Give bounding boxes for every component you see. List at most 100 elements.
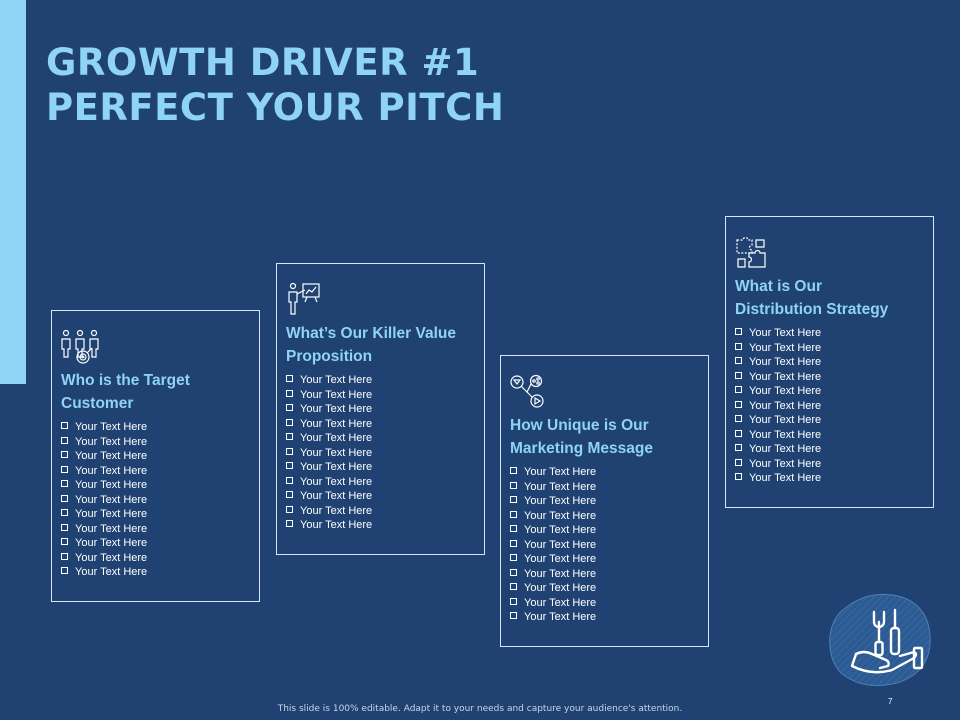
checkbox-bullet-icon <box>510 467 517 474</box>
list-item: Your Text Here <box>735 370 929 385</box>
card-title: Who is the Target Customer <box>61 369 253 415</box>
list-item: Your Text Here <box>735 428 929 443</box>
checkbox-bullet-icon <box>735 371 742 379</box>
list-item-text: Your Text Here <box>75 566 148 578</box>
list-item-text: Your Text Here <box>524 466 597 478</box>
list-item: Your Text Here <box>510 538 704 553</box>
checkbox-bullet-icon <box>61 480 68 487</box>
list-item-text: Your Text Here <box>300 388 373 401</box>
checkbox-bullet-icon <box>61 494 68 502</box>
list-item-text: Your Text Here <box>524 596 597 609</box>
list-item: Your Text Here <box>510 494 704 509</box>
card-distribution-strategy: What is Our Distribution Strategy Your T… <box>725 216 934 508</box>
list-item-text: Your Text Here <box>300 504 373 517</box>
list-item: Your Text Here <box>61 522 255 537</box>
list-item-text: Your Text Here <box>524 567 597 580</box>
list-item: Your Text Here <box>286 402 480 417</box>
slide-title: GROWTH DRIVER #1 PERFECT YOUR PITCH <box>46 40 504 130</box>
list-item: Your Text Here <box>61 478 255 493</box>
checkbox-bullet-icon <box>286 491 293 498</box>
checkbox-bullet-icon <box>286 375 293 382</box>
list-item-text: Your Text Here <box>75 479 148 491</box>
checkbox-bullet-icon <box>286 389 293 397</box>
card-title: What’s Our Killer Value Proposition <box>286 322 478 368</box>
list-item: Your Text Here <box>286 460 480 475</box>
list-item-text: Your Text Here <box>300 519 373 531</box>
list-item-text: Your Text Here <box>300 417 373 430</box>
tools-hand-icon <box>826 588 936 693</box>
checkbox-bullet-icon <box>61 538 68 545</box>
list-item-text: Your Text Here <box>749 356 822 368</box>
list-item-text: Your Text Here <box>524 611 597 623</box>
list-item-text: Your Text Here <box>300 374 373 386</box>
page-number: 7 <box>888 697 893 706</box>
checkbox-bullet-icon <box>510 539 517 547</box>
list-item: Your Text Here <box>510 523 704 538</box>
card-list: Your Text Here Your Text Here Your Text … <box>510 465 704 625</box>
card-list: Your Text Here Your Text Here Your Text … <box>286 373 480 533</box>
list-item-text: Your Text Here <box>749 370 822 383</box>
list-item: Your Text Here <box>735 355 929 370</box>
card-value-proposition: What’s Our Killer Value Proposition Your… <box>276 263 485 555</box>
list-item-text: Your Text Here <box>300 475 373 488</box>
checkbox-bullet-icon <box>735 458 742 466</box>
list-item: Your Text Here <box>286 431 480 446</box>
presenter-board-icon <box>285 282 321 323</box>
checkbox-bullet-icon <box>735 429 742 437</box>
list-item-text: Your Text Here <box>75 551 148 564</box>
list-item-text: Your Text Here <box>749 414 822 426</box>
list-item: Your Text Here <box>735 399 929 414</box>
list-item: Your Text Here <box>510 480 704 495</box>
list-item-text: Your Text Here <box>300 490 373 502</box>
checkbox-bullet-icon <box>735 473 742 480</box>
list-item-text: Your Text Here <box>524 538 597 551</box>
social-media-icon <box>509 374 545 415</box>
checkbox-bullet-icon <box>735 415 742 422</box>
card-title: How Unique is Our Marketing Message <box>510 414 702 460</box>
list-item-text: Your Text Here <box>749 327 822 339</box>
checkbox-bullet-icon <box>286 462 293 469</box>
list-item: Your Text Here <box>61 565 255 580</box>
checkbox-bullet-icon <box>61 567 68 574</box>
list-item: Your Text Here <box>510 581 704 596</box>
puzzle-pieces-icon <box>734 235 770 276</box>
checkbox-bullet-icon <box>286 476 293 484</box>
checkbox-bullet-icon <box>510 568 517 576</box>
checkbox-bullet-icon <box>510 554 517 561</box>
checkbox-bullet-icon <box>735 444 742 451</box>
list-item: Your Text Here <box>735 326 929 341</box>
checkbox-bullet-icon <box>61 465 68 473</box>
list-item-text: Your Text Here <box>749 399 822 412</box>
list-item-text: Your Text Here <box>524 553 597 565</box>
checkbox-bullet-icon <box>286 433 293 440</box>
checkbox-bullet-icon <box>286 447 293 455</box>
checkbox-bullet-icon <box>510 597 517 605</box>
list-item: Your Text Here <box>510 596 704 611</box>
list-item-text: Your Text Here <box>75 421 148 433</box>
checkbox-bullet-icon <box>61 422 68 429</box>
list-item: Your Text Here <box>286 388 480 403</box>
checkbox-bullet-icon <box>735 328 742 335</box>
list-item-text: Your Text Here <box>75 450 148 462</box>
list-item-text: Your Text Here <box>524 582 597 594</box>
checkbox-bullet-icon <box>61 436 68 444</box>
list-item: Your Text Here <box>735 471 929 486</box>
checkbox-bullet-icon <box>735 386 742 393</box>
list-item: Your Text Here <box>510 552 704 567</box>
checkbox-bullet-icon <box>286 418 293 426</box>
list-item-text: Your Text Here <box>749 341 822 354</box>
list-item: Your Text Here <box>61 493 255 508</box>
checkbox-bullet-icon <box>510 525 517 532</box>
card-title-line-1: What is Our <box>735 278 822 295</box>
card-title-line-2: Distribution Strategy <box>735 301 889 318</box>
list-item: Your Text Here <box>510 509 704 524</box>
team-target-icon <box>60 329 100 370</box>
list-item-text: Your Text Here <box>749 428 822 441</box>
checkbox-bullet-icon <box>510 481 517 489</box>
checkbox-bullet-icon <box>61 552 68 560</box>
card-title-line-2: Proposition <box>286 348 373 365</box>
checkbox-bullet-icon <box>61 451 68 458</box>
card-list: Your Text Here Your Text Here Your Text … <box>61 420 255 580</box>
checkbox-bullet-icon <box>735 400 742 408</box>
list-item-text: Your Text Here <box>75 537 148 549</box>
